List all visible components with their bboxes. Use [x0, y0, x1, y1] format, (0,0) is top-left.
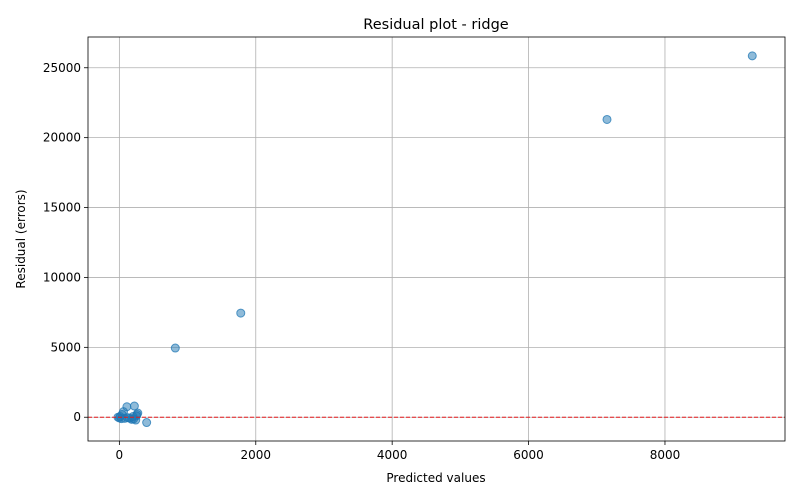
y-tick-label: 15000 [43, 201, 81, 215]
x-axis-label: Predicted values [386, 471, 485, 485]
y-axis-label: Residual (errors) [14, 189, 28, 288]
x-tick-label: 8000 [650, 448, 681, 462]
x-tick-label: 0 [116, 448, 124, 462]
y-tick-label: 10000 [43, 270, 81, 284]
chart-title: Residual plot - ridge [363, 17, 508, 33]
scatter-point [602, 114, 612, 124]
y-tick-label: 0 [73, 410, 81, 424]
y-tick-label: 25000 [43, 61, 81, 75]
scatter-point [128, 412, 138, 422]
grid-layer [88, 37, 785, 441]
scatter-point [236, 308, 246, 318]
axes-layer: 0 2000 4000 6000 8000 0 5000 10000 15000 20000 250… [43, 61, 680, 462]
scatter-point [142, 418, 152, 428]
y-tick-label: 20000 [43, 131, 81, 145]
x-tick-label: 4000 [377, 448, 408, 462]
x-tick-label: 6000 [513, 448, 544, 462]
scatter-point [747, 51, 757, 61]
y-tick-label: 5000 [50, 340, 81, 354]
x-tick-label: 2000 [240, 448, 271, 462]
plot-frame [87, 36, 786, 442]
points-layer [113, 51, 757, 428]
scatter-point [170, 343, 180, 353]
